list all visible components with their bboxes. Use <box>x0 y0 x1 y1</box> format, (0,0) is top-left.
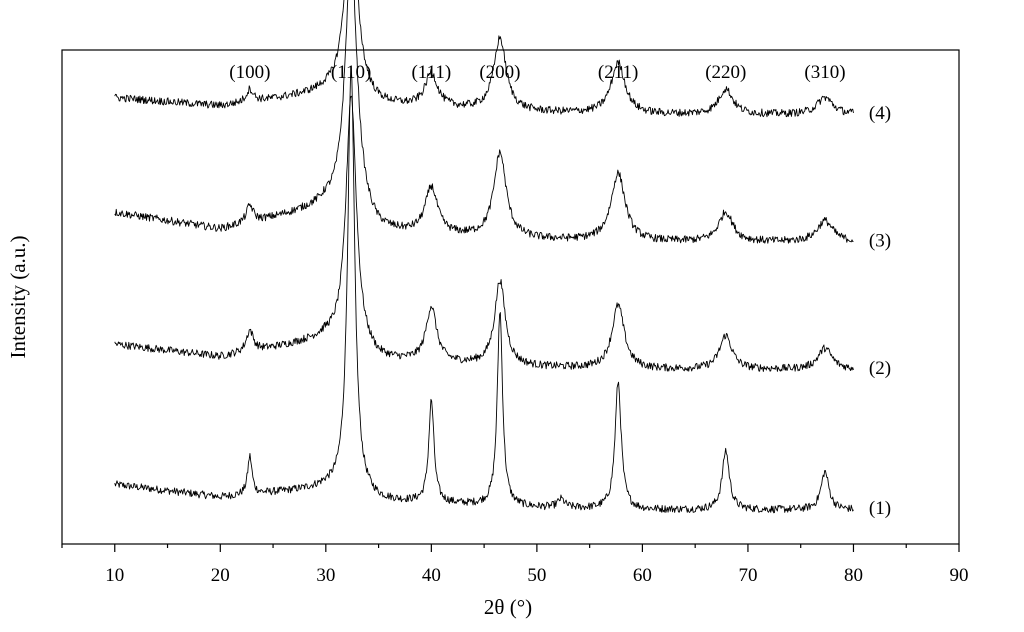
peak-label: (211) <box>598 62 638 83</box>
peak-label: (200) <box>479 62 520 83</box>
x-tick-label: 60 <box>633 565 652 586</box>
peak-label: (310) <box>804 62 845 83</box>
series-label-1: (1) <box>869 498 891 519</box>
x-tick-label: 10 <box>105 565 124 586</box>
series-line-2 <box>114 95 854 372</box>
y-axis-title: Intensity (a.u.) <box>6 235 30 358</box>
plot-frame <box>61 49 960 545</box>
series-line-1 <box>114 65 854 514</box>
peak-label: (220) <box>705 62 746 83</box>
x-axis-title: 2θ (°) <box>484 595 532 619</box>
x-tick-label: 90 <box>950 565 969 586</box>
peak-label: (100) <box>229 62 270 83</box>
series-group <box>114 0 854 514</box>
series-label-4: (4) <box>869 103 891 124</box>
x-tick-label: 70 <box>738 565 757 586</box>
peak-labels: (100) (110) (111) (200) (211) (220) (310) <box>229 62 845 83</box>
x-tick-label: 80 <box>844 565 863 586</box>
x-tick-label: 50 <box>527 565 546 586</box>
series-line-4 <box>114 0 854 118</box>
series-labels: (1)(2)(3)(4)(5) <box>869 103 891 519</box>
peak-label: (111) <box>411 62 451 83</box>
series-label-2: (2) <box>869 358 891 379</box>
series-label-3: (3) <box>869 230 891 251</box>
x-tick-label: 20 <box>211 565 230 586</box>
series-line-3 <box>114 0 854 244</box>
x-tick-label: 30 <box>316 565 335 586</box>
x-ticks: 10 20 30 40 50 60 70 80 90 <box>61 544 969 586</box>
peak-label: (110) <box>331 62 371 83</box>
x-tick-label: 40 <box>422 565 441 586</box>
